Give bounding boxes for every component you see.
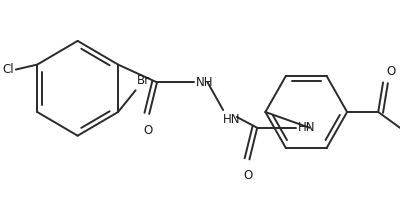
Text: HN: HN bbox=[298, 121, 316, 134]
Text: Cl: Cl bbox=[2, 63, 14, 76]
Text: O: O bbox=[144, 124, 153, 137]
Text: O: O bbox=[244, 169, 253, 182]
Text: Br: Br bbox=[137, 74, 150, 87]
Text: NH: NH bbox=[196, 76, 213, 89]
Text: HN: HN bbox=[223, 113, 241, 126]
Text: O: O bbox=[386, 65, 395, 78]
